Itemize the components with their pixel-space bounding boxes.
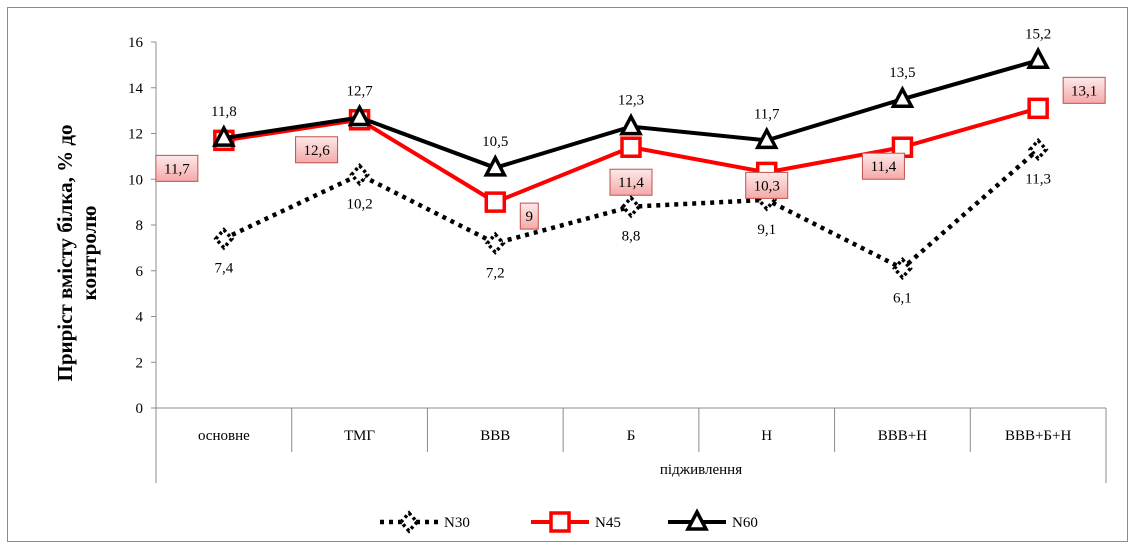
data-labels-layer: 7,4 10,2 7,2 8,8 9,1 6,1 11,3 11,8 12,7 10,5 12,3 1…	[155, 26, 1106, 306]
point-n45	[620, 136, 642, 158]
data-label-n60: 13,5	[889, 65, 915, 81]
y-tick-label: 14	[128, 81, 144, 97]
data-label-n30: 8,8	[622, 229, 641, 245]
point-n60	[211, 124, 236, 147]
data-label-n30: 7,2	[486, 265, 505, 281]
data-label-n45: 9	[519, 202, 539, 230]
data-label-text: 11,4	[871, 159, 897, 175]
data-label-n45: 13,1	[1062, 76, 1106, 104]
point-n30	[1027, 137, 1049, 162]
y-tick-label: 2	[136, 355, 144, 371]
data-label-n45: 10,3	[745, 171, 789, 199]
legend-marker-n45	[549, 511, 571, 533]
y-tick-label: 10	[128, 172, 143, 188]
data-label-n60: 12,7	[346, 83, 373, 99]
y-tick-label: 12	[128, 127, 143, 143]
y-tick-label: 16	[128, 35, 144, 51]
x-tick-label: ВВВ+Н	[878, 428, 927, 444]
point-n30	[213, 227, 235, 251]
x-tick-label: ВВВ	[480, 428, 510, 444]
data-label-box	[295, 136, 339, 164]
legend-label-n30: N30	[444, 515, 470, 531]
y-tick-labels: 0 2 4 6 8 10 12 14 16	[128, 35, 144, 417]
point-n60	[483, 154, 508, 177]
point-n60	[619, 112, 643, 136]
legend-marker-n60	[685, 508, 709, 531]
data-label-n45: 12,6	[295, 136, 339, 164]
x-tick-label: ВВВ+Б+Н	[1005, 428, 1072, 444]
y-axis-label-continued: контролю	[77, 206, 101, 301]
point-n45	[1027, 97, 1049, 120]
point-n60	[890, 85, 915, 108]
data-label-box	[519, 202, 539, 230]
data-label-n30: 10,2	[346, 197, 372, 213]
y-axis-label: Приріст вмісту білка, % до	[53, 124, 77, 381]
y-tick-label: 8	[136, 218, 144, 234]
data-label-box	[861, 152, 905, 180]
data-label-n60: 11,7	[754, 106, 780, 122]
x-tick-label: Н	[761, 428, 772, 444]
point-n30	[892, 256, 913, 281]
legend-label-n45: N45	[595, 515, 621, 531]
x-axis-label: підживлення	[660, 462, 742, 478]
x-tick-label: основне	[198, 428, 250, 444]
data-label-box	[155, 154, 199, 182]
point-n60	[347, 103, 372, 127]
data-label-box	[1062, 76, 1106, 104]
axes	[151, 41, 1107, 483]
y-tick-label: 0	[136, 401, 144, 417]
data-label-n45: 11,4	[609, 168, 653, 196]
data-label-box	[745, 171, 789, 199]
x-tick-label: Б	[627, 428, 636, 444]
point-n45	[484, 191, 507, 213]
data-label-n45: 11,7	[155, 154, 199, 182]
y-tick-label: 6	[136, 264, 144, 280]
legend: N30 N45 N60	[380, 508, 758, 534]
legend-marker-n30	[398, 510, 420, 534]
y-tick-label: 4	[136, 310, 144, 326]
point-n60	[754, 126, 779, 150]
x-category-labels: основне ТМГ ВВВ Б Н ВВВ+Н ВВВ+Б+Н	[198, 428, 1072, 444]
data-label-text: 11,4	[618, 175, 644, 191]
data-label-n30: 9,1	[757, 222, 776, 238]
data-label-n60: 10,5	[482, 134, 508, 150]
data-label-text: 12,6	[303, 143, 330, 159]
point-n30	[484, 231, 506, 255]
data-label-n30: 7,4	[214, 261, 233, 277]
point-n30	[349, 163, 370, 187]
line-chart: 0 2 4 6 8 10 12 14 16 основне ТМГ ВВВ Б Н ВВВ+Н ВВВ+Б+…	[53, 26, 1107, 534]
series-layer	[211, 46, 1051, 281]
point-n30	[620, 195, 642, 219]
legend-label-n60: N60	[732, 515, 758, 531]
chart-frame: 0 2 4 6 8 10 12 14 16 основне ТМГ ВВВ Б Н ВВВ+Н ВВВ+Б+…	[7, 7, 1128, 542]
data-label-n60: 11,8	[211, 104, 237, 120]
data-label-n30: 6,1	[893, 290, 912, 306]
data-label-n60: 15,2	[1025, 26, 1051, 42]
data-label-box	[609, 168, 653, 196]
data-label-text: 10,3	[754, 178, 780, 194]
data-label-text: 11,7	[164, 161, 190, 177]
data-label-n30: 11,3	[1025, 172, 1051, 188]
data-label-n45: 11,4	[861, 152, 905, 180]
x-tick-label: ТМГ	[344, 428, 375, 444]
data-label-n60: 12,3	[618, 93, 644, 109]
point-n60	[1026, 46, 1051, 70]
data-label-text: 9	[526, 209, 534, 225]
data-label-text: 13,1	[1071, 83, 1097, 99]
